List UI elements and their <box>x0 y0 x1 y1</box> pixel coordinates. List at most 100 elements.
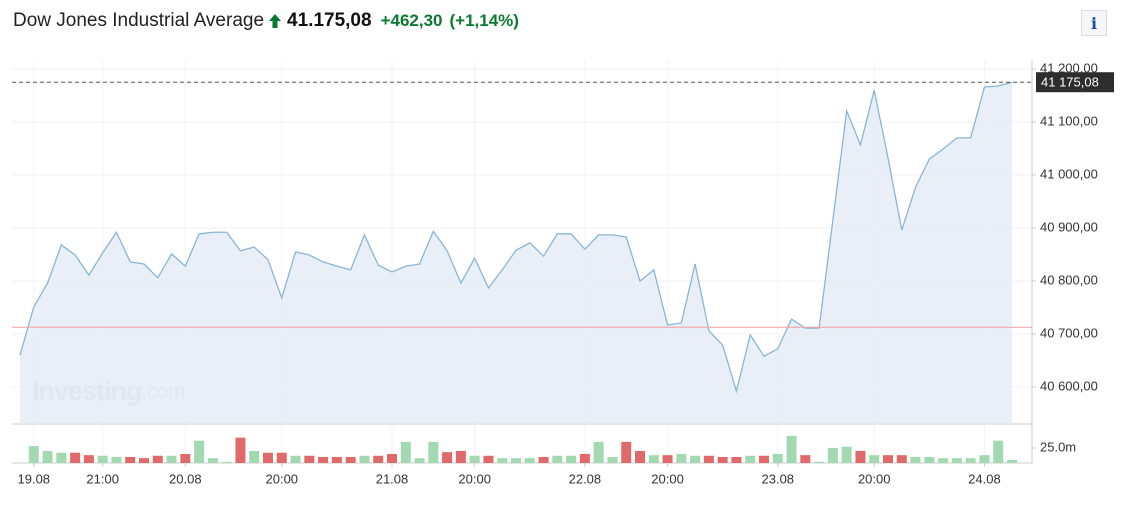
x-tick-label: 20:00 <box>651 471 684 486</box>
volume-bar <box>552 455 563 463</box>
volume-bar <box>841 446 852 463</box>
volume-bar <box>331 456 342 463</box>
volume-bar <box>979 455 990 463</box>
volume-bar <box>455 450 466 463</box>
volume-bar <box>235 437 246 463</box>
volume-bar <box>207 458 218 463</box>
price: 41.175,08 <box>287 10 372 31</box>
watermark: Investing.com <box>32 376 185 406</box>
volume-bar <box>635 450 645 463</box>
volume-bar <box>951 458 962 463</box>
y-tick-label: 41 000,00 <box>1040 166 1098 181</box>
x-tick-label: 20.08 <box>169 471 202 486</box>
volume-bar <box>690 455 701 463</box>
y-tick-label: 41 200,00 <box>1040 60 1098 75</box>
volume-bar <box>304 455 315 463</box>
volume-bar <box>855 450 866 463</box>
volume-bar <box>28 446 39 463</box>
volume-bar <box>772 453 783 463</box>
volume-bar <box>497 458 508 463</box>
x-tick-label: 20:00 <box>458 471 491 486</box>
area-fill <box>20 82 1012 423</box>
volume-bar <box>111 456 122 463</box>
volume-bar <box>483 455 494 463</box>
volume-bar <box>703 455 714 463</box>
volume-tick-label: 25.0m <box>1040 439 1076 454</box>
y-tick-label: 40 800,00 <box>1040 272 1098 287</box>
volume-bar <box>579 453 590 463</box>
volume-bar <box>221 461 232 463</box>
volume-bar <box>318 456 329 463</box>
x-tick-label: 23.08 <box>762 471 795 486</box>
volume-bar <box>593 441 604 463</box>
change: +462,30 <box>380 11 443 30</box>
volume-bar <box>276 452 287 463</box>
volume-bar <box>166 455 177 463</box>
volume-bar <box>717 456 728 463</box>
volume-bar <box>42 450 53 463</box>
volume-bar <box>139 458 149 463</box>
volume-bar <box>648 455 659 463</box>
volume-bar <box>249 450 260 463</box>
title: Dow Jones Industrial Average <box>13 10 265 31</box>
volume-bar <box>662 455 673 463</box>
y-tick-label: 40 600,00 <box>1040 378 1098 393</box>
volume-bar <box>786 435 797 463</box>
volume-bar <box>566 455 577 463</box>
volume-bar <box>896 455 907 463</box>
volume-bar <box>428 441 439 463</box>
volume-bar <box>373 455 384 463</box>
watermark-main: Investing <box>32 376 142 406</box>
volume-bar <box>1007 459 1017 463</box>
volume-bar <box>938 458 949 463</box>
x-tick-label: 21:00 <box>86 471 119 486</box>
x-tick-label: 20:00 <box>858 471 891 486</box>
volume-bar <box>180 453 191 463</box>
volume-bar <box>800 455 811 463</box>
volume-bar <box>607 456 618 463</box>
price-line <box>19 81 1013 394</box>
volume-bar <box>869 455 880 463</box>
volume-bar <box>152 455 163 463</box>
info-button[interactable]: i <box>1081 10 1107 36</box>
volume-bar <box>745 455 756 463</box>
header: Dow Jones Industrial Average 41.175,08 +… <box>13 8 519 34</box>
x-tick-label: 21.08 <box>376 471 409 486</box>
last-price-label: 41 175,08 <box>1041 75 1099 90</box>
volume-bar <box>965 458 976 463</box>
volume-bar <box>387 453 397 463</box>
volume-bar <box>83 455 94 463</box>
x-tick-label: 24.08 <box>968 471 1001 486</box>
y-tick-label: 40 900,00 <box>1040 219 1098 234</box>
volume-bar <box>125 456 136 463</box>
y-tick-label: 41 100,00 <box>1040 113 1098 128</box>
volume-bar <box>442 452 453 463</box>
volume-bar <box>469 455 480 463</box>
volume-bar <box>814 461 825 463</box>
volume-bar <box>290 455 301 463</box>
x-tick-label: 19.08 <box>18 471 51 486</box>
volume-bar <box>883 455 893 463</box>
volume-bar <box>70 452 81 463</box>
up-arrow <box>269 14 282 28</box>
volume-bar <box>538 456 549 463</box>
volume-bar <box>97 455 108 463</box>
volume-bar <box>924 456 935 463</box>
volume-bar <box>524 458 535 463</box>
change-pct: (+1,14%) <box>449 11 519 30</box>
watermark-suffix: .com <box>142 381 185 403</box>
last-price-box <box>1036 72 1114 93</box>
volume-bar <box>359 455 370 463</box>
volume-bar <box>621 441 632 463</box>
volume-bar <box>56 452 67 463</box>
volume-bar <box>400 441 411 463</box>
y-tick-label: 40 700,00 <box>1040 325 1098 340</box>
volume-bar <box>414 458 425 463</box>
volume-bar <box>827 447 838 463</box>
volume-bar <box>910 456 921 463</box>
volume-bar <box>731 456 742 463</box>
volume-bar <box>676 453 687 463</box>
volume-bar <box>993 440 1004 463</box>
